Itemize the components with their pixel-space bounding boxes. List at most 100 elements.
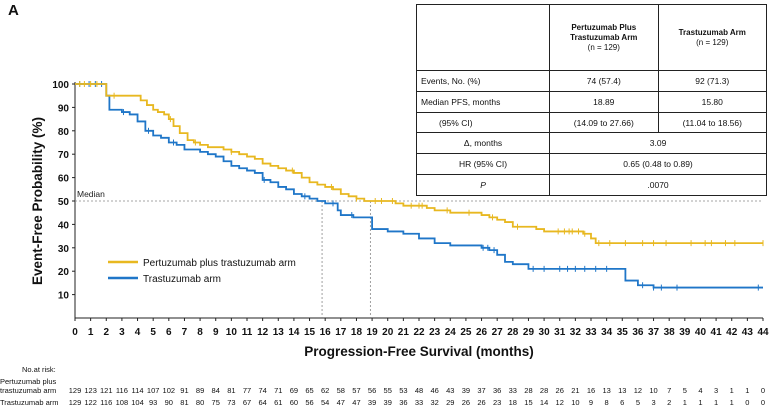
median-v2: 15.80 [657,90,768,113]
x-tick-label: 36 [632,327,644,338]
x-tick-label: 19 [367,327,379,338]
ci-label: (95% CI) [415,111,551,134]
risk-value: 21 [571,386,580,395]
y-tick-label: 10 [58,291,70,302]
stats-header-blank [415,4,551,71]
risk-value: 5 [682,386,687,395]
x-tick-label: 15 [304,327,316,338]
x-tick-label: 22 [413,327,425,338]
x-tick-label: 34 [601,327,613,338]
col1-n: (n = 129) [587,42,620,52]
risk-value: 2 [667,398,672,407]
x-tick-label: 16 [320,327,332,338]
risk-value: 116 [100,398,113,407]
risk-value: 1 [682,398,687,407]
risk-value: 28 [539,386,549,395]
events-v1: 74 (57.4) [549,70,659,92]
risk-value: 91 [180,386,189,395]
series-0 [75,81,764,247]
x-tick-label: 41 [711,327,723,338]
risk-label-trastuzumab: Trastuzumab arm [0,398,59,407]
median-label: Median PFS, months [415,90,551,113]
median-label: Median [77,189,105,199]
risk-value: 14 [539,398,549,407]
risk-value: 10 [649,386,658,395]
row-events: Events, No. (%) 74 (57.4) 92 (71.3) [415,70,768,92]
risk-value: 73 [227,398,236,407]
delta-value: 3.09 [549,132,767,155]
x-tick-label: 35 [617,327,629,338]
legend: Pertuzumab plus trastuzumab arm Trastuzum… [108,258,296,285]
y-tick-label: 20 [58,267,70,278]
risk-value: 81 [227,386,236,395]
risk-value: 16 [586,386,596,395]
risk-value: 55 [383,386,392,395]
risk-value: 90 [164,398,173,407]
x-axis-title: Progression-Free Survival (months) [304,344,534,359]
risk-value: 12 [555,398,564,407]
row-median: Median PFS, months 18.89 15.80 [415,90,768,113]
y-tick-label: 70 [58,150,70,161]
x-tick-label: 33 [585,327,597,338]
x-tick-label: 18 [351,327,363,338]
x-tick-label: 20 [382,327,394,338]
risk-value: 71 [274,386,283,395]
x-tick-label: 40 [695,327,707,338]
risk-value: 54 [321,398,330,407]
risk-value: 26 [555,386,564,395]
risk-value: 74 [258,386,267,395]
events-v2: 92 (71.3) [657,70,768,92]
risk-value: 28 [524,386,533,395]
x-tick-label: 28 [507,327,519,338]
risk-value: 3 [713,386,719,395]
x-tick-label: 42 [726,327,738,338]
risk-value: 6 [620,398,625,407]
x-tick-label: 30 [539,327,551,338]
risk-value: 104 [131,398,144,407]
risk-value: 1 [729,386,734,395]
risk-value: 15 [524,398,533,407]
risk-value: 108 [115,398,129,407]
risk-value: 32 [430,398,439,407]
axes: 0 1 2 3 4 5 6 7 8 9 10 11 12 13 14 15 16 17 18 19 20 21 22 23 24… [30,80,769,359]
x-tick-label: 8 [197,327,203,338]
risk-value: 33 [414,398,424,407]
stats-header-col2: Trastuzumab Arm (n = 129) [657,4,768,71]
risk-value: 129 [68,386,82,395]
x-tick-label: 38 [664,327,676,338]
median-v1: 18.89 [549,90,659,113]
y-tick-label: 30 [58,244,70,255]
risk-value: 39 [461,386,471,395]
stats-header-row: Pertuzumab Plus Trastuzumab Arm (n = 129… [415,4,768,71]
legend-label: Trastuzumab arm [143,274,221,285]
events-label: Events, No. (%) [415,70,551,92]
x-tick-label: 39 [679,327,691,338]
risk-value: 102 [162,386,176,395]
x-tick-label: 44 [757,327,769,338]
x-tick-label: 37 [648,327,660,338]
col2-title: Trastuzumab Arm [678,27,746,37]
risk-value: 57 [352,386,361,395]
risk-value: 4 [698,386,703,395]
y-tick-label: 50 [58,197,70,208]
risk-value: 47 [352,398,361,407]
risk-value: 123 [84,386,97,395]
risk-value: 3 [651,398,656,407]
risk-value: 13 [618,386,627,395]
risk-title: No.at risk: [22,365,56,374]
risk-value: 5 [635,398,640,407]
risk-value: 39 [367,398,377,407]
risk-value: 1 [713,398,719,407]
risk-value: 1 [729,398,734,407]
risk-value: 29 [446,398,455,407]
risk-value: 69 [289,386,299,395]
risk-value: 0 [760,398,766,407]
risk-value: 46 [430,386,439,395]
y-axis-title: Event-Free Probability (%) [30,117,45,285]
y-tick-label: 60 [58,174,70,185]
x-tick-label: 26 [476,327,488,338]
x-tick-label: 25 [460,327,472,338]
panel-label: A [8,2,19,19]
risk-value: 1 [745,386,750,395]
